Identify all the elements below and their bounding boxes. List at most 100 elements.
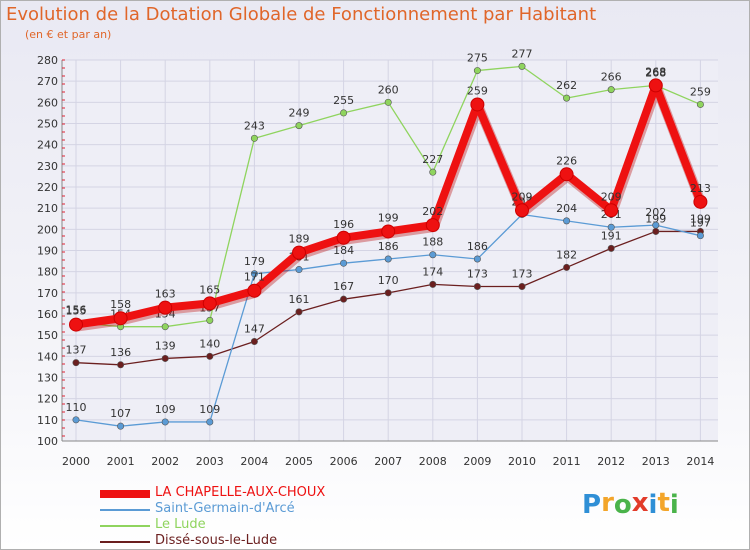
y-tick-label: 280 — [37, 54, 58, 67]
data-label-saint-germain-d-arc-: 109 — [199, 403, 220, 416]
y-tick-label: 260 — [37, 96, 58, 109]
data-label-diss-sous-le-lude: 191 — [601, 229, 622, 242]
data-point-saint-germain-d-arc- — [563, 217, 571, 225]
x-tick-label: 2002 — [151, 455, 179, 468]
x-tick-label: 2009 — [463, 455, 491, 468]
data-point-diss-sous-le-lude — [295, 308, 303, 316]
data-point-saint-germain-d-arc- — [206, 418, 214, 426]
data-point-diss-sous-le-lude — [652, 227, 660, 235]
data-label-la-chapelle-aux-choux: 259 — [467, 84, 488, 97]
data-point-le-lude — [295, 122, 303, 130]
data-label-saint-germain-d-arc-: 110 — [66, 401, 87, 414]
data-label-diss-sous-le-lude: 147 — [244, 323, 265, 336]
data-point-saint-germain-d-arc- — [696, 232, 704, 240]
logo-letter: r — [601, 488, 614, 518]
data-point-le-lude — [161, 323, 169, 331]
data-point-la-chapelle-aux-choux — [336, 230, 351, 245]
data-point-le-lude — [607, 86, 615, 94]
chart-title: Evolution de la Dotation Globale de Fonc… — [6, 4, 597, 25]
y-tick-label: 140 — [37, 350, 58, 363]
data-label-le-lude: 262 — [556, 79, 577, 92]
y-tick-label: 250 — [37, 118, 58, 131]
y-tick-label: 270 — [37, 75, 58, 88]
y-tick-label: 180 — [37, 266, 58, 279]
data-point-la-chapelle-aux-choux — [292, 245, 306, 260]
data-point-la-chapelle-aux-choux — [470, 97, 485, 112]
y-tick-label: 100 — [37, 435, 58, 448]
data-label-la-chapelle-aux-choux: 199 — [378, 211, 399, 224]
data-point-diss-sous-le-lude — [384, 289, 392, 297]
data-label-saint-germain-d-arc-: 107 — [110, 407, 131, 420]
data-label-la-chapelle-aux-choux: 202 — [422, 205, 443, 218]
legend-label-disse: Dissé-sous-le-Lude — [155, 533, 278, 548]
x-tick-label: 2011 — [553, 455, 581, 468]
data-point-saint-germain-d-arc- — [473, 255, 481, 263]
data-point-le-lude — [206, 316, 214, 324]
data-point-diss-sous-le-lude — [473, 282, 481, 290]
data-point-la-chapelle-aux-choux — [425, 218, 440, 233]
data-label-diss-sous-le-lude: 137 — [66, 344, 87, 357]
data-point-diss-sous-le-lude — [340, 295, 348, 303]
data-point-saint-germain-d-arc- — [384, 255, 392, 263]
data-label-le-lude: 227 — [422, 153, 443, 166]
data-point-diss-sous-le-lude — [250, 338, 258, 346]
y-tick-label: 190 — [37, 245, 58, 258]
data-label-saint-germain-d-arc-: 202 — [645, 206, 666, 219]
data-label-la-chapelle-aux-choux: 196 — [333, 218, 354, 231]
data-point-le-lude — [250, 134, 258, 142]
y-tick-label: 160 — [37, 308, 58, 321]
data-label-diss-sous-le-lude: 199 — [690, 212, 711, 225]
data-point-la-chapelle-aux-choux — [381, 224, 396, 239]
data-point-saint-germain-d-arc- — [607, 223, 615, 231]
data-label-le-lude: 249 — [289, 107, 310, 120]
data-point-la-chapelle-aux-choux — [113, 311, 128, 326]
legend-swatch-saint-germain — [100, 509, 150, 511]
x-tick-label: 2005 — [285, 455, 313, 468]
y-tick-label: 230 — [37, 160, 58, 173]
data-label-diss-sous-le-lude: 173 — [512, 267, 533, 280]
data-label-diss-sous-le-lude: 170 — [378, 274, 399, 287]
data-label-la-chapelle-aux-choux: 209 — [512, 190, 533, 203]
data-label-le-lude: 259 — [690, 85, 711, 98]
data-label-la-chapelle-aux-choux: 158 — [110, 298, 131, 311]
data-label-le-lude: 260 — [378, 83, 399, 96]
data-label-diss-sous-le-lude: 173 — [467, 267, 488, 280]
data-point-la-chapelle-aux-choux — [693, 194, 708, 209]
data-point-saint-germain-d-arc- — [652, 221, 660, 229]
data-label-la-chapelle-aux-choux: 171 — [244, 271, 265, 284]
chart-subtitle: (en € et par an) — [25, 28, 112, 41]
x-tick-label: 2012 — [597, 455, 625, 468]
legend-swatch-le-lude — [100, 525, 150, 527]
data-label-le-lude: 275 — [467, 52, 488, 65]
legend-label-saint-germain: Saint-Germain-d'Arcé — [155, 501, 295, 516]
data-point-le-lude — [473, 67, 481, 75]
data-point-la-chapelle-aux-choux — [202, 296, 217, 311]
data-label-la-chapelle-aux-choux: 189 — [289, 233, 310, 246]
data-point-le-lude — [696, 100, 704, 108]
legend-swatch-la-chapelle — [100, 490, 150, 498]
data-label-la-chapelle-aux-choux: 209 — [601, 190, 622, 203]
data-label-diss-sous-le-lude: 199 — [645, 212, 666, 225]
data-point-diss-sous-le-lude — [429, 280, 437, 288]
x-tick-label: 2003 — [196, 455, 224, 468]
logo-letter: P — [582, 490, 602, 520]
legend-label-la-chapelle: LA CHAPELLE-AUX-CHOUX — [155, 485, 326, 500]
data-label-la-chapelle-aux-choux: 163 — [155, 288, 176, 301]
y-tick-label: 170 — [37, 287, 58, 300]
data-point-le-lude — [384, 98, 392, 106]
data-label-saint-germain-d-arc-: 184 — [333, 244, 354, 257]
logo-letter: i — [648, 490, 658, 520]
data-point-diss-sous-le-lude — [563, 263, 571, 271]
data-label-diss-sous-le-lude: 139 — [155, 339, 176, 352]
data-label-la-chapelle-aux-choux: 155 — [66, 305, 87, 318]
data-label-le-lude: 156 — [66, 303, 87, 316]
data-point-saint-germain-d-arc- — [117, 422, 125, 430]
legend-label-le-lude: Le Lude — [155, 517, 206, 532]
data-point-saint-germain-d-arc- — [161, 418, 169, 426]
logo-letter: o — [613, 490, 632, 520]
data-point-la-chapelle-aux-choux — [648, 78, 663, 93]
data-label-saint-germain-d-arc-: 186 — [378, 240, 399, 253]
x-tick-label: 2010 — [508, 455, 536, 468]
data-point-le-lude — [340, 109, 348, 117]
x-tick-label: 2013 — [642, 455, 670, 468]
